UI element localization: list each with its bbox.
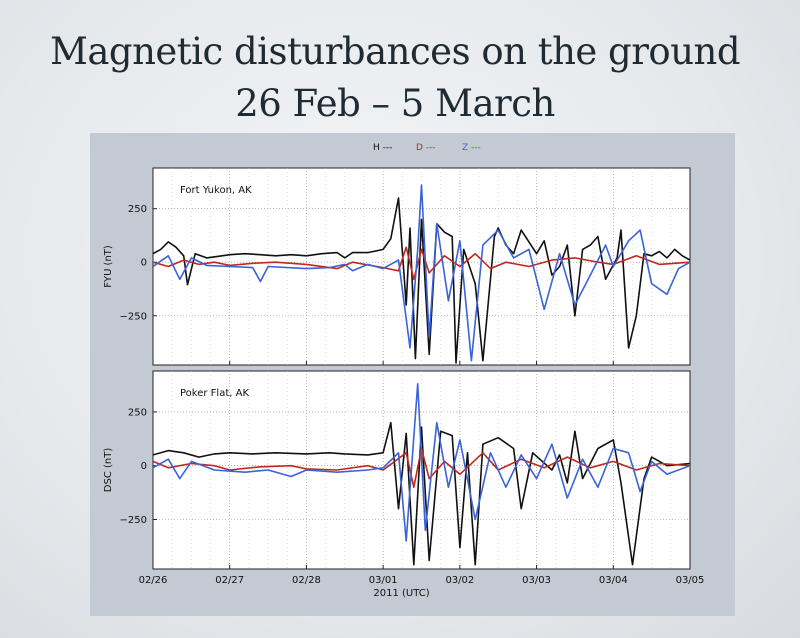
x-tick-label: 03/04 — [599, 575, 628, 586]
x-tick-label: 03/03 — [522, 575, 551, 586]
legend-item-d: D --- — [416, 143, 436, 153]
panel-2-y-tick-label: −250 — [120, 515, 147, 526]
panel-2-series-z — [153, 383, 690, 542]
magnetometer-figure: H --- D --- Z --- 250 0 −250 Fort Yukon, AK FYU… — [103, 143, 705, 599]
panel-1-y-tick-label: 0 — [141, 258, 147, 269]
x-axis-label: 2011 (UTC) — [373, 588, 429, 599]
panel-1-series-h — [153, 197, 690, 364]
panel-1-y-tick-label: 250 — [128, 204, 147, 215]
figure-panel: H --- D --- Z --- 250 0 −250 Fort Yukon, AK FYU… — [90, 133, 735, 616]
x-tick-label: 03/05 — [676, 575, 705, 586]
panel-2-y-tick-label: 250 — [128, 407, 147, 418]
slide-subtitle-date-range: 26 Feb – 5 March — [235, 82, 555, 125]
legend-item-z: Z --- — [462, 143, 481, 153]
panel-1-series-z — [153, 184, 690, 362]
panel-1-y-axis-label: FYU (nT) — [103, 245, 114, 288]
panel-1-y-tick-label: −250 — [120, 311, 147, 322]
panel-2-y-tick-label: 0 — [141, 461, 147, 472]
x-tick-label: 02/26 — [139, 575, 168, 586]
x-tick-label: 02/27 — [215, 575, 244, 586]
panel-1-series-d — [153, 246, 690, 281]
panel-2-series-h — [153, 421, 690, 566]
x-tick-label: 03/02 — [445, 575, 474, 586]
panel-1-station-label: Fort Yukon, AK — [180, 185, 252, 196]
panel-2-y-axis-label: DSC (nT) — [103, 448, 114, 493]
x-tick-label: 03/01 — [369, 575, 398, 586]
slide-title: Magnetic disturbances on the ground — [49, 30, 741, 73]
legend-item-h: H --- — [373, 143, 392, 153]
panel-2-station-label: Poker Flat, AK — [180, 388, 249, 399]
x-tick-label: 02/28 — [292, 575, 321, 586]
